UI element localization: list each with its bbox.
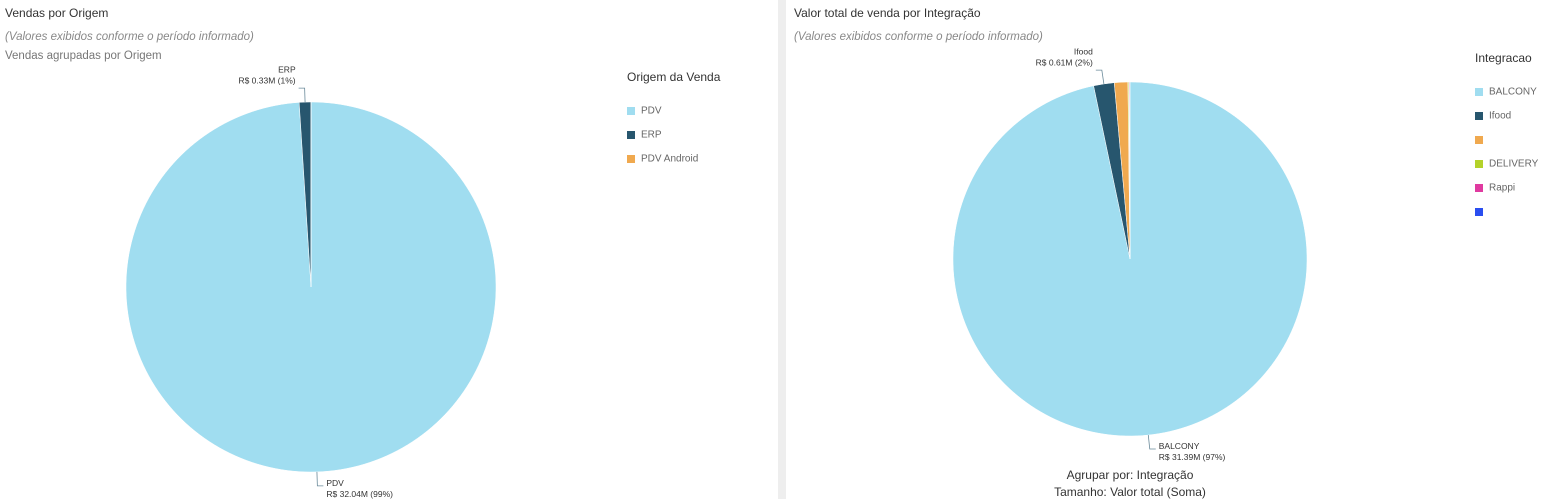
legend-label: Ifood bbox=[1489, 111, 1511, 122]
legend-label: ERP bbox=[641, 130, 662, 141]
chart-description: Vendas agrupadas por Origem bbox=[5, 50, 162, 62]
slice-value-label: R$ 0.61M (2%) bbox=[1036, 57, 1093, 67]
legend-swatch bbox=[1475, 112, 1483, 120]
leader-line bbox=[1095, 69, 1105, 84]
slice-label: PDV bbox=[326, 478, 344, 488]
legend-label: PDV bbox=[641, 106, 662, 117]
leader-line bbox=[316, 471, 324, 487]
slice-value-label: R$ 31.39M (97%) bbox=[1159, 452, 1226, 462]
legend-label: BALCONY bbox=[1489, 87, 1537, 98]
slice-value-label: R$ 0.33M (1%) bbox=[238, 75, 295, 85]
slice-label: Ifood bbox=[1074, 46, 1093, 56]
legend-swatch bbox=[1475, 208, 1483, 216]
chart-subtitle: (Valores exibidos conforme o período inf… bbox=[5, 31, 254, 43]
legend-label: PDV Android bbox=[641, 154, 698, 165]
legend-label: DELIVERY bbox=[1489, 159, 1539, 170]
leader-line bbox=[1147, 435, 1156, 450]
legend-swatch bbox=[1475, 184, 1483, 192]
legend-swatch bbox=[627, 107, 635, 115]
chart-title: Valor total de venda por Integração bbox=[794, 6, 981, 20]
slice-value-label: R$ 32.04M (99%) bbox=[326, 489, 393, 499]
slice-label: ERP bbox=[278, 64, 296, 74]
slice-label: BALCONY bbox=[1159, 441, 1200, 451]
legend-swatch bbox=[627, 131, 635, 139]
annotation: Agrupar por: Integração bbox=[1067, 468, 1194, 482]
chart-subtitle: (Valores exibidos conforme o período inf… bbox=[794, 31, 1043, 43]
chart-title: Vendas por Origem bbox=[5, 6, 108, 20]
legend-swatch bbox=[1475, 88, 1483, 96]
leader-line bbox=[298, 87, 306, 103]
legend-swatch bbox=[1475, 136, 1483, 144]
legend-title: Integracao bbox=[1475, 51, 1532, 65]
pie-slice bbox=[125, 101, 497, 473]
divider bbox=[778, 0, 786, 499]
legend-swatch bbox=[1475, 160, 1483, 168]
legend-swatch bbox=[627, 155, 635, 163]
legend-title: Origem da Venda bbox=[627, 70, 721, 84]
legend-label: Rappi bbox=[1489, 183, 1515, 194]
annotation: Tamanho: Valor total (Soma) bbox=[1054, 485, 1206, 499]
